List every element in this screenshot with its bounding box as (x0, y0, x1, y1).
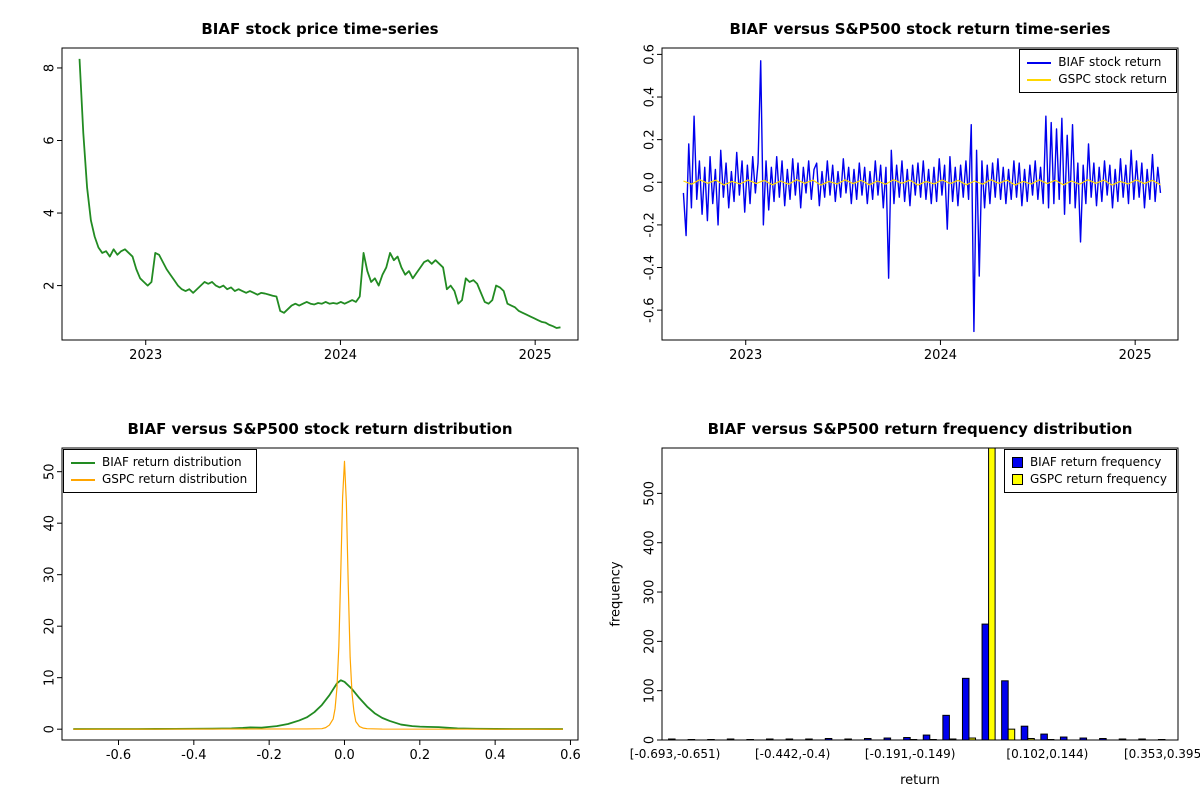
legend-item: GSPC stock return (1027, 71, 1167, 88)
legend-line-sample (71, 478, 95, 481)
returns-chart-legend: BIAF stock return GSPC stock return (1019, 49, 1177, 93)
panel-histogram-chart: BIAF versus S&P500 return frequency dist… (600, 400, 1200, 800)
legend-swatch (1011, 474, 1023, 485)
legend-item: GSPC return frequency (1011, 471, 1167, 488)
legend-line-sample (71, 461, 95, 464)
legend-item: BIAF return distribution (71, 454, 247, 471)
legend-label: BIAF stock return (1058, 55, 1162, 69)
density-chart-title: BIAF versus S&P500 stock return distribu… (127, 420, 513, 438)
legend-line-sample (1027, 78, 1052, 81)
legend-label: GSPC return frequency (1029, 472, 1167, 486)
price-chart-canvas (0, 0, 600, 400)
legend-label: BIAF return distribution (102, 455, 242, 469)
density-chart-legend: BIAF return distribution GSPC return dist… (63, 449, 258, 493)
legend-label: GSPC return distribution (102, 472, 248, 486)
histogram-chart-legend: BIAF return frequency GSPC return frequen… (1003, 449, 1177, 493)
panel-density-chart: BIAF versus S&P500 stock return distribu… (0, 400, 600, 800)
price-chart-title: BIAF stock price time-series (201, 20, 439, 38)
panel-returns-chart: BIAF versus S&P500 stock return time-ser… (600, 0, 1200, 400)
legend-swatch (1011, 457, 1023, 468)
legend-line-sample (1027, 61, 1052, 64)
legend-item: GSPC return distribution (71, 471, 247, 488)
returns-chart-title: BIAF versus S&P500 stock return time-ser… (729, 20, 1111, 38)
legend-label: GSPC stock return (1058, 72, 1167, 86)
histogram-chart-title: BIAF versus S&P500 return frequency dist… (707, 420, 1133, 438)
legend-item: BIAF stock return (1027, 54, 1167, 71)
legend-item: BIAF return frequency (1011, 454, 1167, 471)
panel-price-chart: BIAF stock price time-series (0, 0, 600, 400)
legend-label: BIAF return frequency (1029, 455, 1162, 469)
